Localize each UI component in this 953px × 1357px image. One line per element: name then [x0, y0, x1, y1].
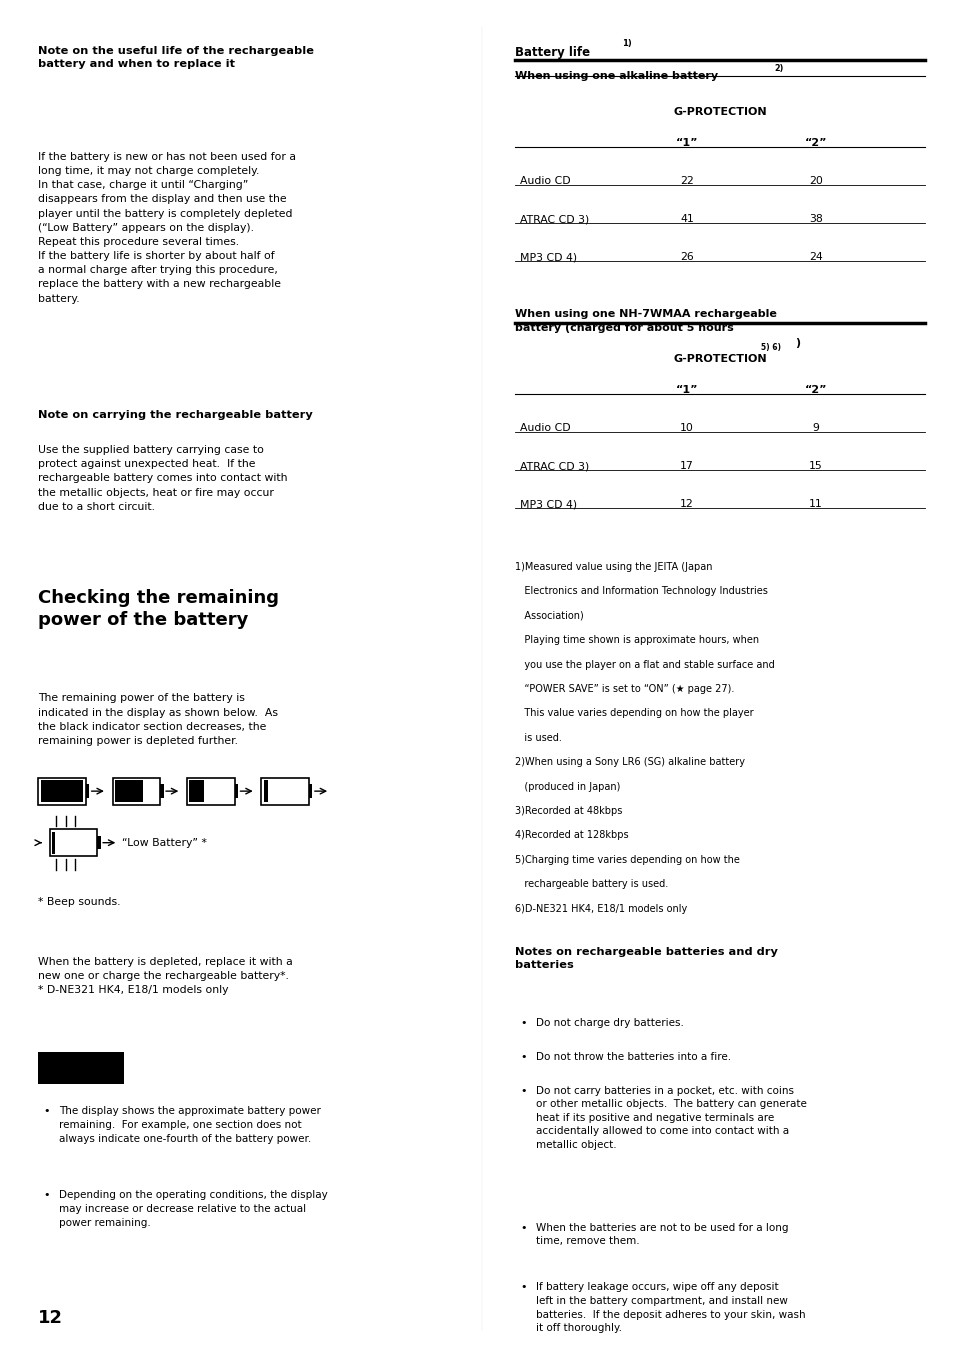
Text: If battery leakage occurs, wipe off any deposit
left in the battery compartment,: If battery leakage occurs, wipe off any … — [536, 1282, 805, 1333]
Text: •: • — [519, 1282, 526, 1292]
Text: 4)Recorded at 128kbps: 4)Recorded at 128kbps — [515, 830, 628, 840]
Text: Note on the useful life of the rechargeable
battery and when to replace it: Note on the useful life of the rechargea… — [38, 46, 314, 69]
Bar — [261, 778, 309, 805]
Bar — [38, 1052, 124, 1084]
Text: Depending on the operating conditions, the display
may increase or decrease rela: Depending on the operating conditions, t… — [59, 1190, 328, 1228]
Text: 17: 17 — [679, 461, 693, 471]
Text: If the battery is new or has not been used for a
long time, it may not charge co: If the battery is new or has not been us… — [38, 152, 295, 304]
Text: 12: 12 — [679, 499, 693, 509]
Text: When using one alkaline battery: When using one alkaline battery — [515, 71, 721, 80]
Text: 15: 15 — [808, 461, 821, 471]
Bar — [86, 784, 90, 798]
Text: Notes: Notes — [46, 1063, 82, 1073]
Text: Do not charge dry batteries.: Do not charge dry batteries. — [536, 1018, 683, 1027]
Text: When the battery is depleted, replace it with a
new one or charge the rechargeab: When the battery is depleted, replace it… — [38, 957, 293, 995]
Text: MP3 CD 4): MP3 CD 4) — [519, 499, 577, 509]
Text: •: • — [519, 1086, 526, 1095]
Bar — [38, 778, 86, 805]
Text: When the batteries are not to be used for a long
time, remove them.: When the batteries are not to be used fo… — [536, 1223, 788, 1246]
Text: 26: 26 — [679, 252, 693, 262]
Text: 1): 1) — [621, 39, 631, 49]
Text: 20: 20 — [808, 176, 821, 186]
Text: ATRAC CD 3): ATRAC CD 3) — [519, 461, 589, 471]
Text: •: • — [519, 1223, 526, 1232]
Text: you use the player on a flat and stable surface and: you use the player on a flat and stable … — [515, 660, 774, 669]
Bar — [309, 784, 312, 798]
Text: The display shows the approximate battery power
remaining.  For example, one sec: The display shows the approximate batter… — [59, 1106, 321, 1144]
Text: ): ) — [794, 338, 799, 347]
Text: 10: 10 — [679, 423, 693, 433]
Text: MP3 CD 4): MP3 CD 4) — [519, 252, 577, 262]
Text: Audio CD: Audio CD — [519, 176, 570, 186]
Text: 3)Recorded at 48kbps: 3)Recorded at 48kbps — [515, 806, 622, 816]
Text: rechargeable battery is used.: rechargeable battery is used. — [515, 879, 668, 889]
Text: •: • — [519, 1018, 526, 1027]
Text: 38: 38 — [808, 214, 821, 224]
Bar — [112, 778, 160, 805]
Text: 41: 41 — [679, 214, 693, 224]
Text: 2)When using a Sony LR6 (SG) alkaline battery: 2)When using a Sony LR6 (SG) alkaline ba… — [515, 757, 744, 767]
Text: This value varies depending on how the player: This value varies depending on how the p… — [515, 708, 753, 718]
Text: 9: 9 — [811, 423, 819, 433]
Text: “2”: “2” — [803, 385, 826, 395]
Text: Battery life: Battery life — [515, 46, 594, 60]
Bar — [50, 829, 97, 856]
Text: G-PROTECTION: G-PROTECTION — [673, 354, 766, 364]
Text: 24: 24 — [808, 252, 821, 262]
Text: “1”: “1” — [675, 138, 698, 148]
Text: 6)D-NE321 HK4, E18/1 models only: 6)D-NE321 HK4, E18/1 models only — [515, 904, 687, 913]
Text: Checking the remaining
power of the battery: Checking the remaining power of the batt… — [38, 589, 279, 630]
Text: “Low Battery” *: “Low Battery” * — [122, 837, 207, 848]
Text: Do not throw the batteries into a fire.: Do not throw the batteries into a fire. — [536, 1052, 731, 1061]
Text: 12: 12 — [38, 1310, 63, 1327]
Text: Playing time shown is approximate hours, when: Playing time shown is approximate hours,… — [515, 635, 759, 645]
Bar — [97, 836, 101, 849]
Text: When using one NH-7WMAA rechargeable
battery (charged for about 5 hours: When using one NH-7WMAA rechargeable bat… — [515, 309, 777, 332]
Text: Use the supplied battery carrying case to
protect against unexpected heat.  If t: Use the supplied battery carrying case t… — [38, 445, 288, 512]
Text: ATRAC CD 3): ATRAC CD 3) — [519, 214, 589, 224]
Text: •: • — [43, 1190, 50, 1200]
Text: The remaining power of the battery is
indicated in the display as shown below.  : The remaining power of the battery is in… — [38, 693, 278, 746]
Bar — [160, 784, 163, 798]
Text: 1)Measured value using the JEITA (Japan: 1)Measured value using the JEITA (Japan — [515, 562, 712, 571]
Bar — [187, 778, 234, 805]
Text: (produced in Japan): (produced in Japan) — [515, 782, 619, 791]
Text: •: • — [519, 1052, 526, 1061]
Text: “1”: “1” — [675, 385, 698, 395]
Bar — [52, 832, 54, 854]
Text: * Beep sounds.: * Beep sounds. — [38, 897, 120, 906]
Text: Electronics and Information Technology Industries: Electronics and Information Technology I… — [515, 586, 767, 596]
Bar — [234, 784, 237, 798]
Bar — [41, 780, 84, 802]
Bar — [263, 780, 268, 802]
Text: Notes on rechargeable batteries and dry
batteries: Notes on rechargeable batteries and dry … — [515, 947, 778, 970]
Text: Audio CD: Audio CD — [519, 423, 570, 433]
Text: Note on carrying the rechargeable battery: Note on carrying the rechargeable batter… — [38, 410, 313, 419]
Text: 5) 6): 5) 6) — [760, 343, 781, 353]
Text: is used.: is used. — [515, 733, 561, 742]
Text: 2): 2) — [774, 64, 783, 73]
Bar — [189, 780, 204, 802]
Text: Do not carry batteries in a pocket, etc. with coins
or other metallic objects.  : Do not carry batteries in a pocket, etc.… — [536, 1086, 806, 1149]
Text: Association): Association) — [515, 611, 583, 620]
Text: G-PROTECTION: G-PROTECTION — [673, 107, 766, 117]
Text: •: • — [43, 1106, 50, 1115]
Text: 11: 11 — [808, 499, 821, 509]
Text: “2”: “2” — [803, 138, 826, 148]
Text: “POWER SAVE” is set to “ON” (★ page 27).: “POWER SAVE” is set to “ON” (★ page 27). — [515, 684, 734, 693]
Text: 22: 22 — [679, 176, 693, 186]
Text: 5)Charging time varies depending on how the: 5)Charging time varies depending on how … — [515, 855, 740, 864]
Bar — [114, 780, 143, 802]
